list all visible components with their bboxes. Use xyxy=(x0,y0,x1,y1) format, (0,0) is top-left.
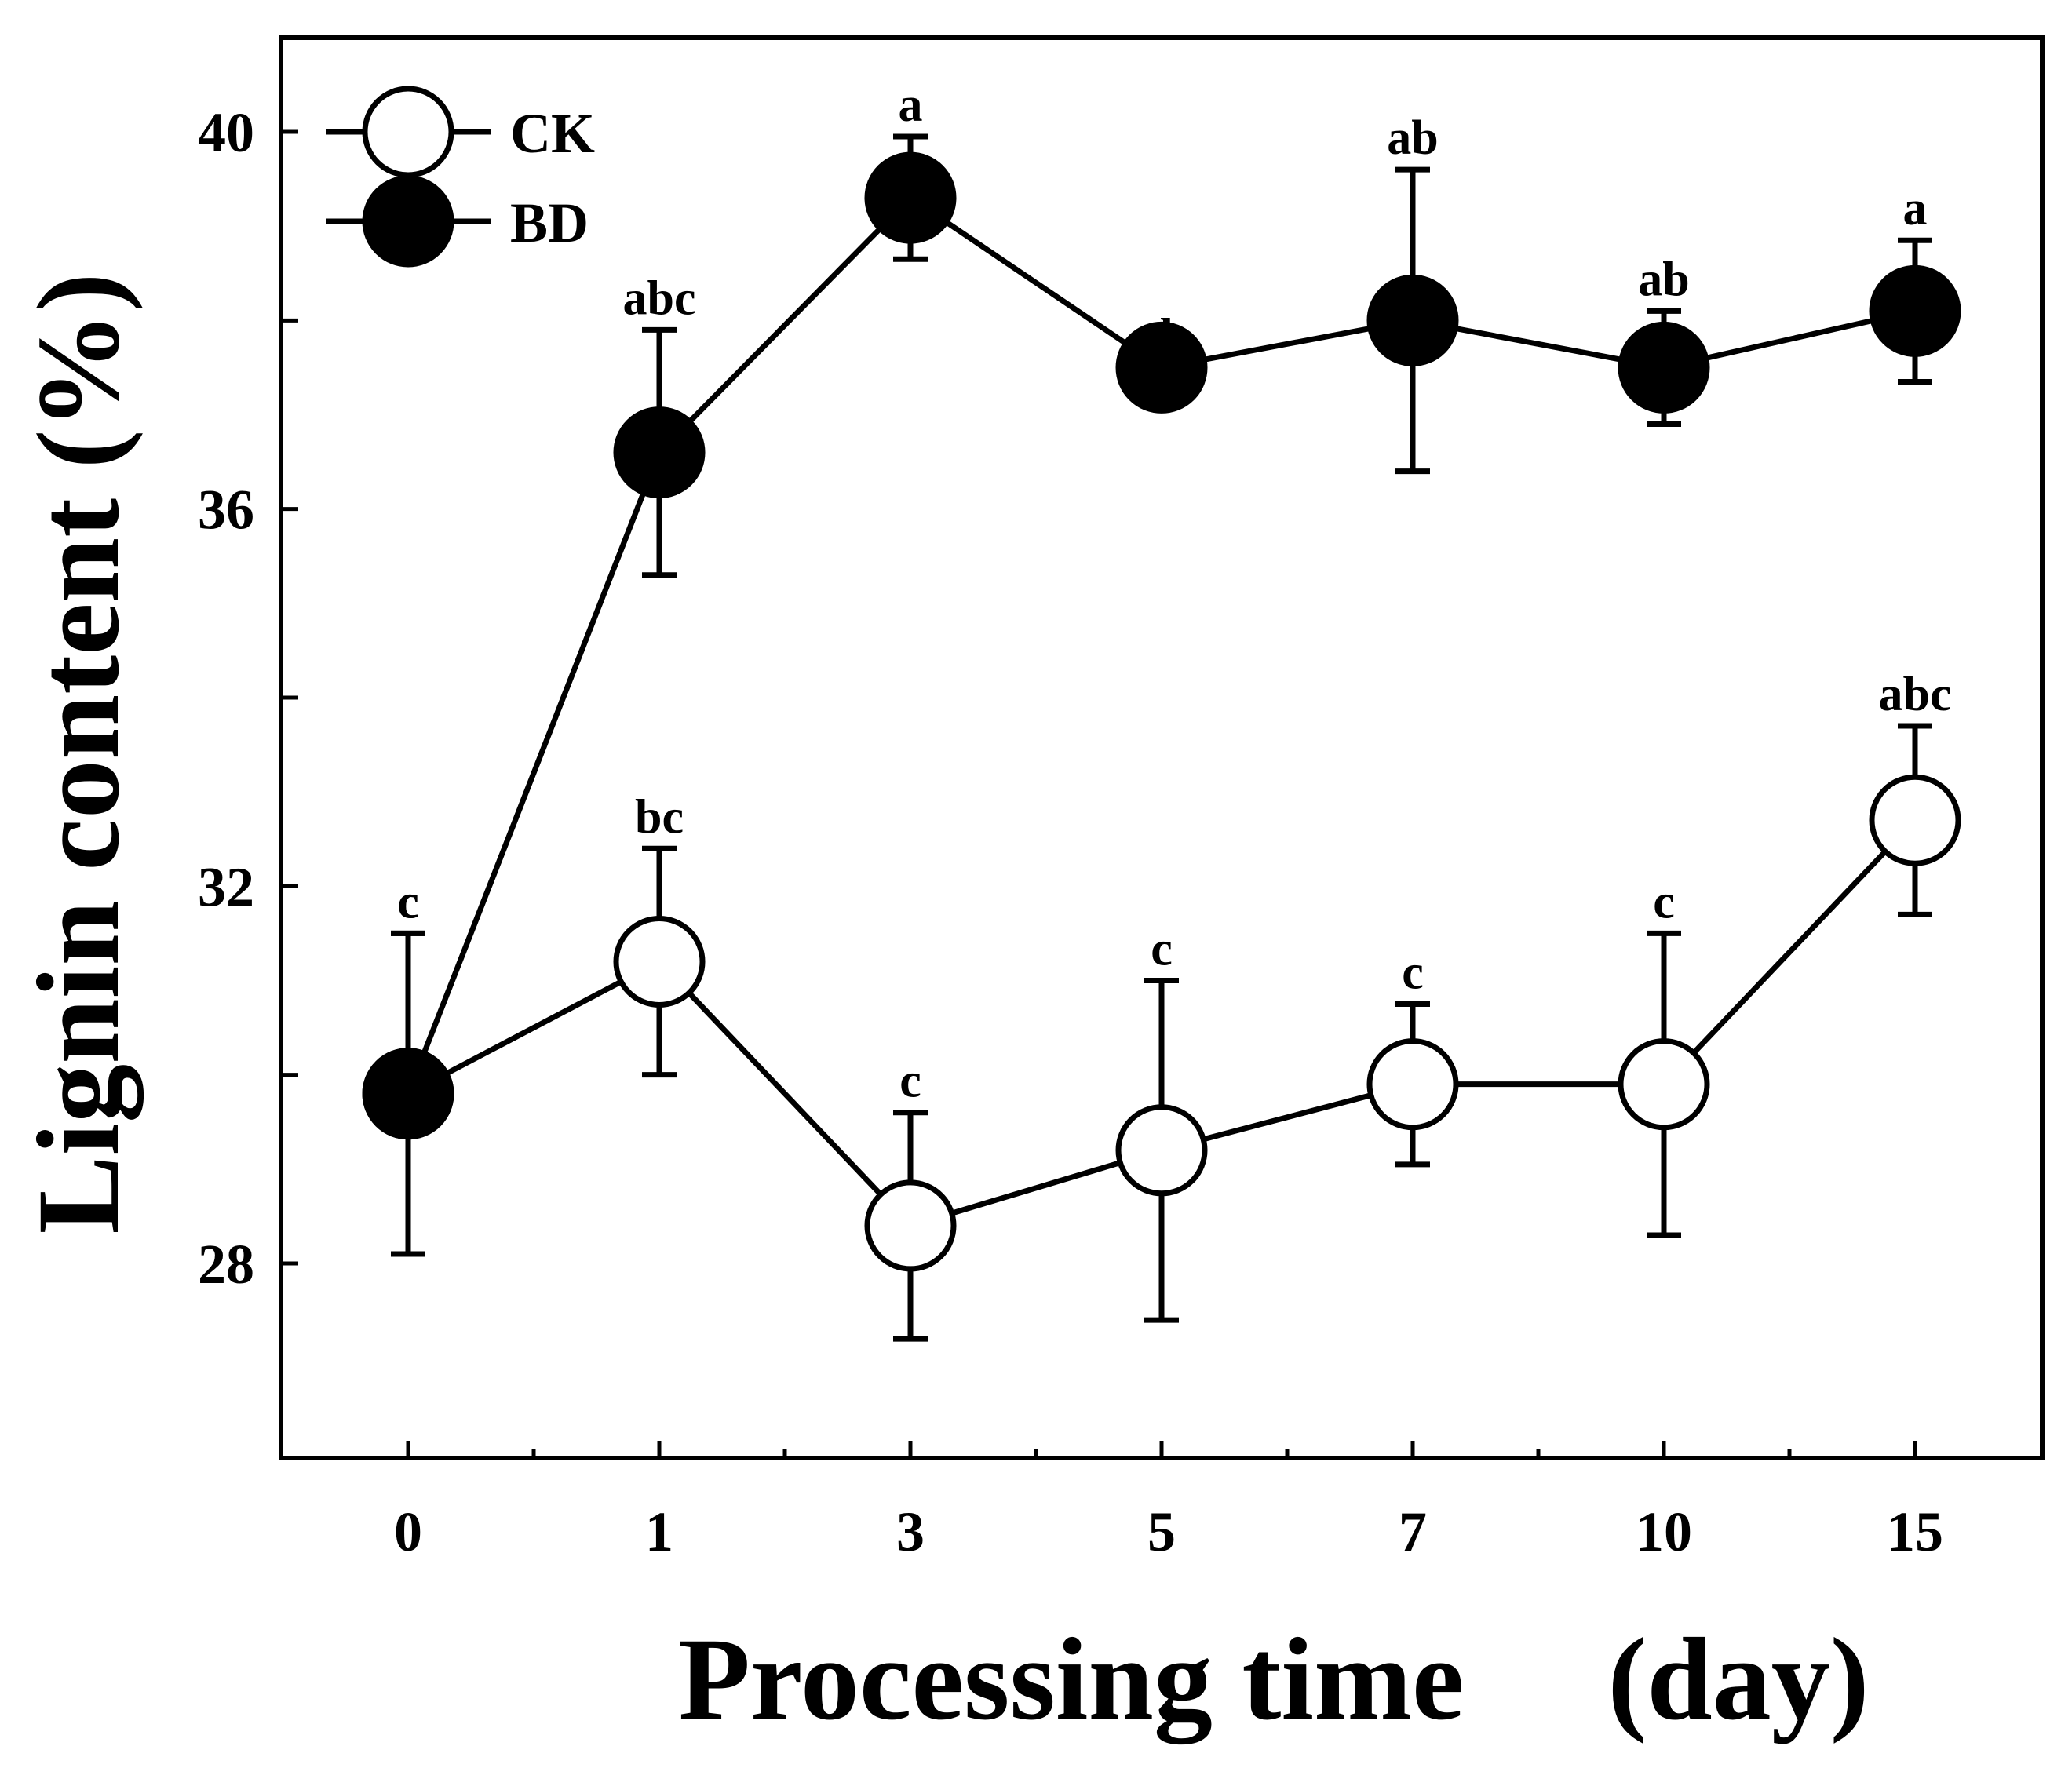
y-tick-label: 36 xyxy=(198,479,254,541)
significance-label: abc xyxy=(623,272,696,325)
ck-point xyxy=(864,1179,957,1272)
x-axis-title: Processing time xyxy=(678,1614,1464,1744)
bd-point xyxy=(1366,274,1459,366)
y-tick-label: 32 xyxy=(198,855,254,918)
x-tick-label: 10 xyxy=(1636,1500,1692,1563)
legend-label: BD xyxy=(510,191,589,254)
ck-point xyxy=(1366,1038,1459,1131)
significance-label: c xyxy=(1151,923,1173,976)
significance-label: c xyxy=(397,875,419,928)
significance-label: ab xyxy=(1387,111,1438,165)
legend-marker xyxy=(362,175,454,268)
significance-label: c xyxy=(899,1055,921,1108)
y-tick-label: 40 xyxy=(198,101,254,164)
x-tick-label: 1 xyxy=(645,1500,673,1563)
x-axis-unit: (day) xyxy=(1607,1614,1869,1744)
x-axis: 0 1 3 5 7 10 15 xyxy=(394,1441,1943,1563)
significance-label: abc xyxy=(1879,668,1952,721)
x-tick-label: 3 xyxy=(896,1500,925,1563)
legend-item-bd: BD xyxy=(326,175,589,268)
x-tick-label: 7 xyxy=(1399,1500,1427,1563)
x-tick-label: 0 xyxy=(394,1500,422,1563)
significance-label: bc xyxy=(635,790,684,844)
bd-point xyxy=(613,406,706,499)
bd-point xyxy=(1869,264,1961,357)
bd-point xyxy=(1115,321,1208,414)
series-bd xyxy=(362,133,1961,1257)
ck-point xyxy=(1115,1104,1208,1197)
x-tick-label: 15 xyxy=(1887,1500,1943,1563)
bd-point xyxy=(362,1048,454,1140)
legend-label: CK xyxy=(510,102,595,165)
ck-point xyxy=(1869,774,1961,866)
significance-label: c xyxy=(1653,875,1675,928)
significance-label: a xyxy=(899,78,923,132)
y-axis: 28 32 36 40 xyxy=(198,101,298,1296)
series-ck xyxy=(362,723,1961,1342)
ck-point xyxy=(1618,1038,1710,1131)
significance-label: ab xyxy=(1638,253,1689,306)
bd-point xyxy=(864,151,957,244)
legend: CK BD xyxy=(326,86,595,268)
significance-label: c xyxy=(1402,946,1424,1000)
ck-point xyxy=(613,915,706,1008)
significance-label: a xyxy=(1903,182,1928,235)
y-tick-label: 28 xyxy=(198,1233,254,1296)
legend-marker xyxy=(362,86,454,178)
significance-label: ab xyxy=(1136,309,1187,363)
y-axis-title: Lignin content (%) xyxy=(13,272,144,1234)
significance-label: c xyxy=(397,875,419,928)
x-tick-label: 5 xyxy=(1147,1500,1176,1563)
legend-item-ck: CK xyxy=(326,86,595,178)
bd-point xyxy=(1618,321,1710,414)
